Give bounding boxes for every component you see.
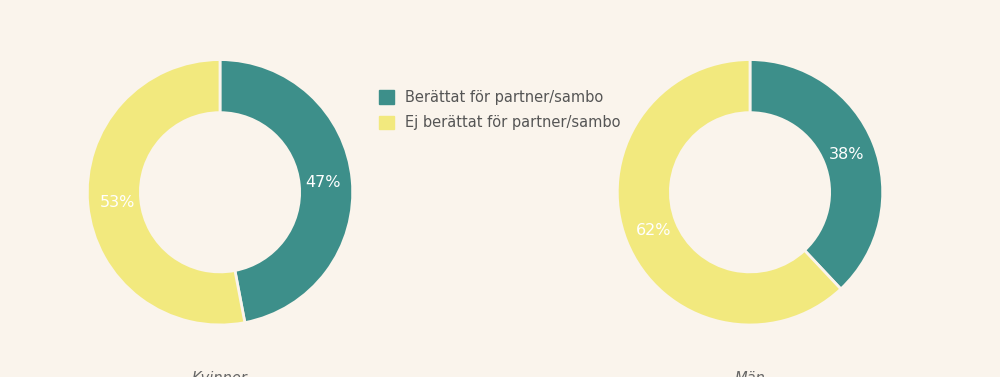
- Text: 53%: 53%: [99, 195, 135, 210]
- Text: 47%: 47%: [305, 175, 341, 190]
- Legend: Berättat för partner/sambo, Ej berättat för partner/sambo: Berättat för partner/sambo, Ej berättat …: [372, 83, 628, 138]
- Text: Män: Män: [735, 371, 765, 377]
- Wedge shape: [87, 60, 245, 325]
- Wedge shape: [750, 60, 883, 289]
- Text: Kvinnor: Kvinnor: [192, 371, 248, 377]
- Wedge shape: [220, 60, 353, 323]
- Wedge shape: [617, 60, 841, 325]
- Text: 62%: 62%: [636, 223, 672, 238]
- Text: 38%: 38%: [828, 147, 864, 162]
